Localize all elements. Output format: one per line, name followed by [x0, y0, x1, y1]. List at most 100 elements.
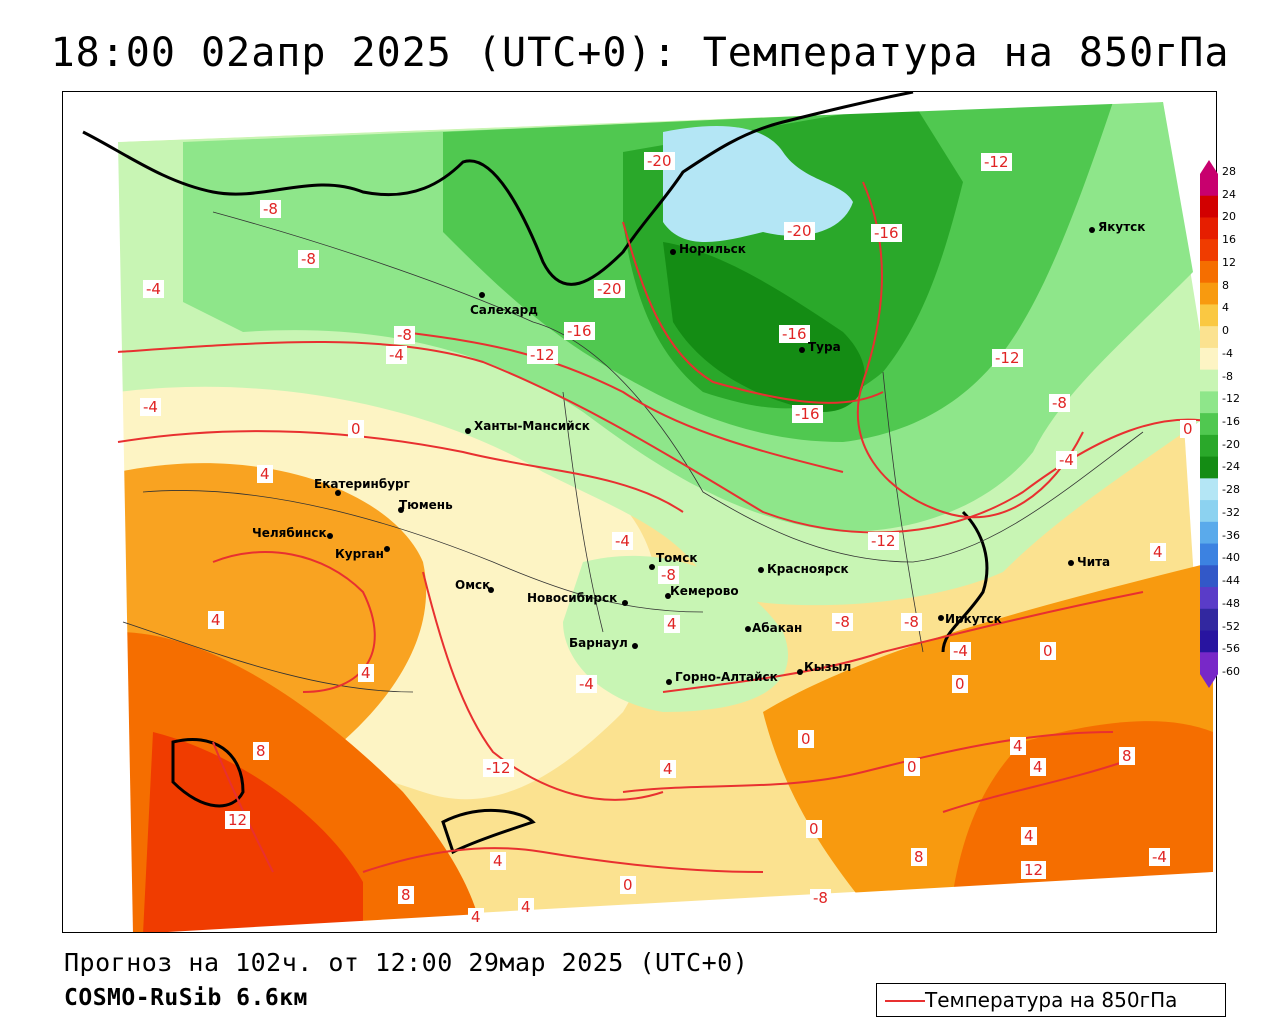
- colorbar-segment: [1200, 608, 1218, 632]
- city-dot: [335, 490, 341, 496]
- colorbar-segment: [1200, 369, 1218, 392]
- colorbar-segment: [1200, 500, 1218, 523]
- city-dot: [649, 564, 655, 570]
- city-label: Томск: [656, 551, 698, 565]
- contour-label: 8: [253, 742, 269, 760]
- colorbar-segment: [1200, 282, 1218, 305]
- contour-label: -4: [1056, 451, 1077, 469]
- city-label: Тура: [808, 340, 841, 354]
- contour-label: 12: [1021, 861, 1047, 879]
- city-dot: [398, 507, 404, 513]
- city-label: Чита: [1077, 555, 1111, 569]
- city-label: Ханты-Мансийск: [474, 419, 590, 433]
- contour-label: 8: [398, 886, 414, 904]
- colorbar-segment: [1200, 391, 1218, 414]
- contour-label: -20: [784, 222, 815, 240]
- colorbar-segment: [1200, 260, 1218, 284]
- contour-label: 4: [660, 760, 676, 778]
- contour-label: -8: [260, 200, 281, 218]
- colorbar-segment: [1200, 326, 1218, 349]
- colorbar-segment: [1200, 630, 1218, 653]
- city-label: Омск: [455, 578, 491, 592]
- colorbar-segment: [1200, 456, 1218, 479]
- contour-label: -12: [527, 346, 558, 364]
- colorbar-tick-label: 0: [1222, 324, 1229, 338]
- city-dot: [1089, 227, 1095, 233]
- city-dot: [327, 533, 333, 539]
- contour-label: 0: [806, 820, 822, 838]
- colorbar-segment: [1200, 521, 1218, 545]
- contour-label: -12: [981, 153, 1012, 171]
- contour-label: 0: [904, 758, 920, 776]
- contour-label: -16: [779, 325, 810, 343]
- contour-label: 4: [1030, 758, 1046, 776]
- contour-label: 8: [1119, 747, 1135, 765]
- contour-label: -8: [1049, 394, 1070, 412]
- city-dot: [745, 626, 751, 632]
- colorbar-segment: [1200, 543, 1218, 566]
- contour-label: -12: [992, 349, 1023, 367]
- colorbar-tick-label: -4: [1222, 346, 1233, 360]
- temperature-field: [63, 92, 1216, 932]
- contour-label: 4: [358, 664, 374, 682]
- city-label: Барнаул: [569, 636, 628, 650]
- colorbar-tick-label: -16: [1222, 415, 1240, 428]
- city-label: Новосибирск: [527, 591, 618, 605]
- city-label: Тюмень: [399, 498, 453, 512]
- colorbar: [1200, 160, 1218, 688]
- city-dot: [758, 567, 764, 573]
- legend-label: Температура на 850гПа: [925, 988, 1178, 1012]
- colorbar-tick-label: -28: [1222, 483, 1240, 497]
- colorbar-segment: [1200, 478, 1218, 501]
- city-dot: [797, 669, 803, 675]
- contour-label: 4: [1010, 737, 1026, 755]
- city-label: Якутск: [1098, 220, 1146, 234]
- contour-label: 4: [208, 611, 224, 629]
- city-dot: [488, 587, 494, 593]
- contour-label: -20: [644, 152, 675, 170]
- contour-label: 4: [468, 908, 484, 926]
- contour-label: -4: [950, 642, 971, 660]
- city-label: Челябинск: [252, 526, 327, 540]
- city-dot: [665, 593, 671, 599]
- city-label: Екатеринбург: [314, 477, 410, 491]
- model-name: COSMO-RuSib 6.6км: [64, 985, 308, 1011]
- contour-label: 4: [664, 615, 680, 633]
- city-dot: [632, 643, 638, 649]
- contour-label: 0: [620, 876, 636, 894]
- contour-label: 4: [257, 465, 273, 483]
- city-label: Салехард: [470, 303, 538, 317]
- contour-label: -16: [871, 224, 902, 242]
- colorbar-tick-label: -40: [1222, 551, 1240, 565]
- map-title: 18:00 02апр 2025 (UTC+0): Температура на…: [50, 30, 1230, 76]
- colorbar-tick-label: -12: [1222, 392, 1240, 406]
- colorbar-segment: [1200, 413, 1218, 436]
- colorbar-segment: [1200, 565, 1218, 588]
- contour-label: 0: [798, 730, 814, 748]
- city-label: Курган: [335, 547, 384, 561]
- colorbar-segment: [1200, 652, 1218, 675]
- contour-label: -12: [868, 532, 899, 550]
- colorbar-tick-label: -44: [1222, 574, 1240, 588]
- contour-label: -4: [612, 532, 633, 550]
- colorbar-segment: [1200, 434, 1218, 458]
- contour-label: -12: [483, 759, 514, 777]
- colorbar-segment: [1200, 195, 1218, 218]
- contour-label: 0: [1180, 420, 1196, 438]
- contour-label: -8: [901, 613, 922, 631]
- city-label: Абакан: [752, 621, 803, 635]
- colorbar-tick-label: 8: [1222, 278, 1229, 292]
- colorbar-segment: [1200, 304, 1218, 327]
- contour-label: -16: [792, 405, 823, 423]
- contour-label: -8: [394, 326, 415, 344]
- legend-box: Температура на 850гПа: [876, 983, 1226, 1017]
- city-label: Горно-Алтайск: [675, 670, 778, 684]
- city-dot: [479, 292, 485, 298]
- colorbar-tick-label: 24: [1222, 187, 1236, 201]
- contour-label: 4: [1021, 827, 1037, 845]
- colorbar-tick-label: 28: [1222, 165, 1236, 178]
- city-label: Кемерово: [670, 584, 739, 598]
- colorbar-tick-label: 4: [1222, 301, 1229, 315]
- city-label: Иркутск: [945, 612, 1002, 626]
- city-label: Норильск: [679, 242, 746, 256]
